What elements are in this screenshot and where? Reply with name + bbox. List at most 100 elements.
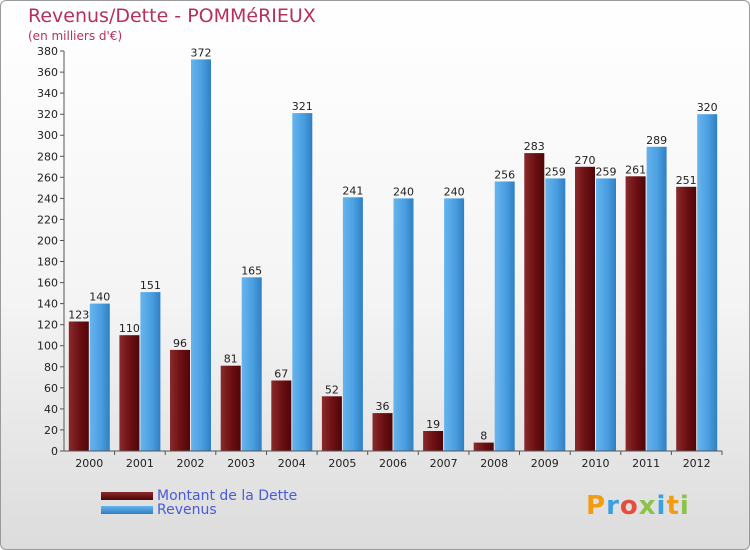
x-tick-label: 2004 xyxy=(278,457,306,470)
bar-debt xyxy=(625,176,646,452)
data-label: 372 xyxy=(191,46,212,59)
bar-debt xyxy=(271,380,292,451)
bar-revenus xyxy=(140,292,161,451)
data-label: 241 xyxy=(342,184,363,197)
y-tick-label: 280 xyxy=(37,150,58,163)
x-tick-label: 2001 xyxy=(126,457,154,470)
bar-debt xyxy=(68,321,89,451)
data-label: 67 xyxy=(274,368,288,381)
data-label: 321 xyxy=(292,100,313,113)
data-label: 140 xyxy=(89,291,110,304)
y-tick-label: 380 xyxy=(37,45,58,58)
bar-debt xyxy=(423,431,444,451)
data-label: 259 xyxy=(545,165,566,178)
y-tick-label: 180 xyxy=(37,256,58,269)
y-tick-label: 100 xyxy=(37,340,58,353)
legend-item-debt: Montant de la Dette xyxy=(101,488,297,504)
y-tick-label: 160 xyxy=(37,277,58,290)
y-tick-label: 80 xyxy=(44,361,58,374)
data-label: 240 xyxy=(444,185,465,198)
bar-revenus xyxy=(545,178,566,451)
logo-letter: i xyxy=(656,491,667,521)
logo-letter: t xyxy=(666,491,680,521)
x-tick-label: 2007 xyxy=(430,457,458,470)
y-tick-label: 220 xyxy=(37,213,58,226)
y-tick-label: 120 xyxy=(37,319,58,332)
logo-letter: r xyxy=(606,491,620,521)
bar-revenus xyxy=(393,198,414,451)
y-tick-label: 260 xyxy=(37,171,58,184)
chart-subtitle: (en milliers d'€) xyxy=(28,29,123,43)
data-label: 320 xyxy=(697,101,718,114)
data-label: 259 xyxy=(596,165,617,178)
bar-debt xyxy=(473,442,494,451)
x-tick-label: 2003 xyxy=(227,457,255,470)
legend-label-debt: Montant de la Dette xyxy=(157,488,298,504)
data-label: 251 xyxy=(676,174,697,187)
bar-revenus xyxy=(596,178,616,451)
data-label: 19 xyxy=(426,418,440,431)
bar-revenus xyxy=(241,277,262,451)
bar-revenus xyxy=(494,181,515,451)
y-tick-label: 320 xyxy=(37,108,58,121)
y-tick-label: 20 xyxy=(44,424,58,437)
data-label: 81 xyxy=(224,353,238,366)
y-tick-label: 40 xyxy=(44,403,58,416)
x-tick-label: 2005 xyxy=(328,457,356,470)
chart-title: Revenus/Dette - POMMéRIEUX xyxy=(28,5,316,27)
data-label: 256 xyxy=(494,169,515,182)
legend-item-revenus: Revenus xyxy=(101,502,217,518)
bar-revenus xyxy=(292,113,313,451)
bar-revenus xyxy=(342,197,363,451)
y-tick-label: 340 xyxy=(37,87,58,100)
logo-letter: x xyxy=(638,491,657,521)
data-label: 36 xyxy=(376,400,390,413)
x-tick-label: 2002 xyxy=(177,457,205,470)
bar-debt xyxy=(524,153,545,451)
data-label: 123 xyxy=(68,309,89,322)
y-tick-label: 60 xyxy=(44,382,58,395)
logo-letter: i xyxy=(679,491,690,521)
bar-debt xyxy=(321,396,342,451)
x-tick-label: 2000 xyxy=(75,457,103,470)
data-label: 289 xyxy=(646,134,667,147)
x-tick-label: 2009 xyxy=(531,457,559,470)
bar-debt xyxy=(220,365,241,451)
logo-letter: P xyxy=(586,491,607,521)
bar-revenus xyxy=(646,146,667,452)
x-tick-label: 2008 xyxy=(480,457,508,470)
logo-letter: o xyxy=(619,491,639,521)
proxiti-logo: Proxiti xyxy=(586,491,690,521)
data-label: 8 xyxy=(480,430,487,443)
y-tick-label: 200 xyxy=(37,235,58,248)
x-tick-label: 2012 xyxy=(683,457,711,470)
data-label: 96 xyxy=(173,337,187,350)
legend-label-revenus: Revenus xyxy=(157,502,217,518)
legend-swatch-revenus xyxy=(101,506,153,514)
y-tick-label: 240 xyxy=(37,192,58,205)
x-tick-label: 2011 xyxy=(632,457,660,470)
data-label: 110 xyxy=(119,322,140,335)
bar-debt xyxy=(372,413,393,451)
data-label: 261 xyxy=(625,163,646,176)
data-label: 52 xyxy=(325,383,339,396)
bar-revenus xyxy=(191,59,211,452)
bar-revenus xyxy=(697,114,718,451)
bar-debt xyxy=(119,335,140,451)
x-tick-label: 2010 xyxy=(582,457,610,470)
bar-debt xyxy=(676,186,697,452)
data-label: 283 xyxy=(524,140,545,153)
y-tick-label: 0 xyxy=(51,445,58,458)
y-tick-label: 140 xyxy=(37,298,58,311)
y-tick-label: 300 xyxy=(37,129,58,142)
bar-revenus xyxy=(89,303,110,451)
legend-swatch-debt xyxy=(101,492,153,500)
x-tick-label: 2006 xyxy=(379,457,407,470)
data-label: 151 xyxy=(140,279,161,292)
bar-debt xyxy=(170,349,190,451)
bar-debt xyxy=(575,166,595,452)
y-tick-label: 360 xyxy=(37,66,58,79)
data-label: 240 xyxy=(393,185,414,198)
